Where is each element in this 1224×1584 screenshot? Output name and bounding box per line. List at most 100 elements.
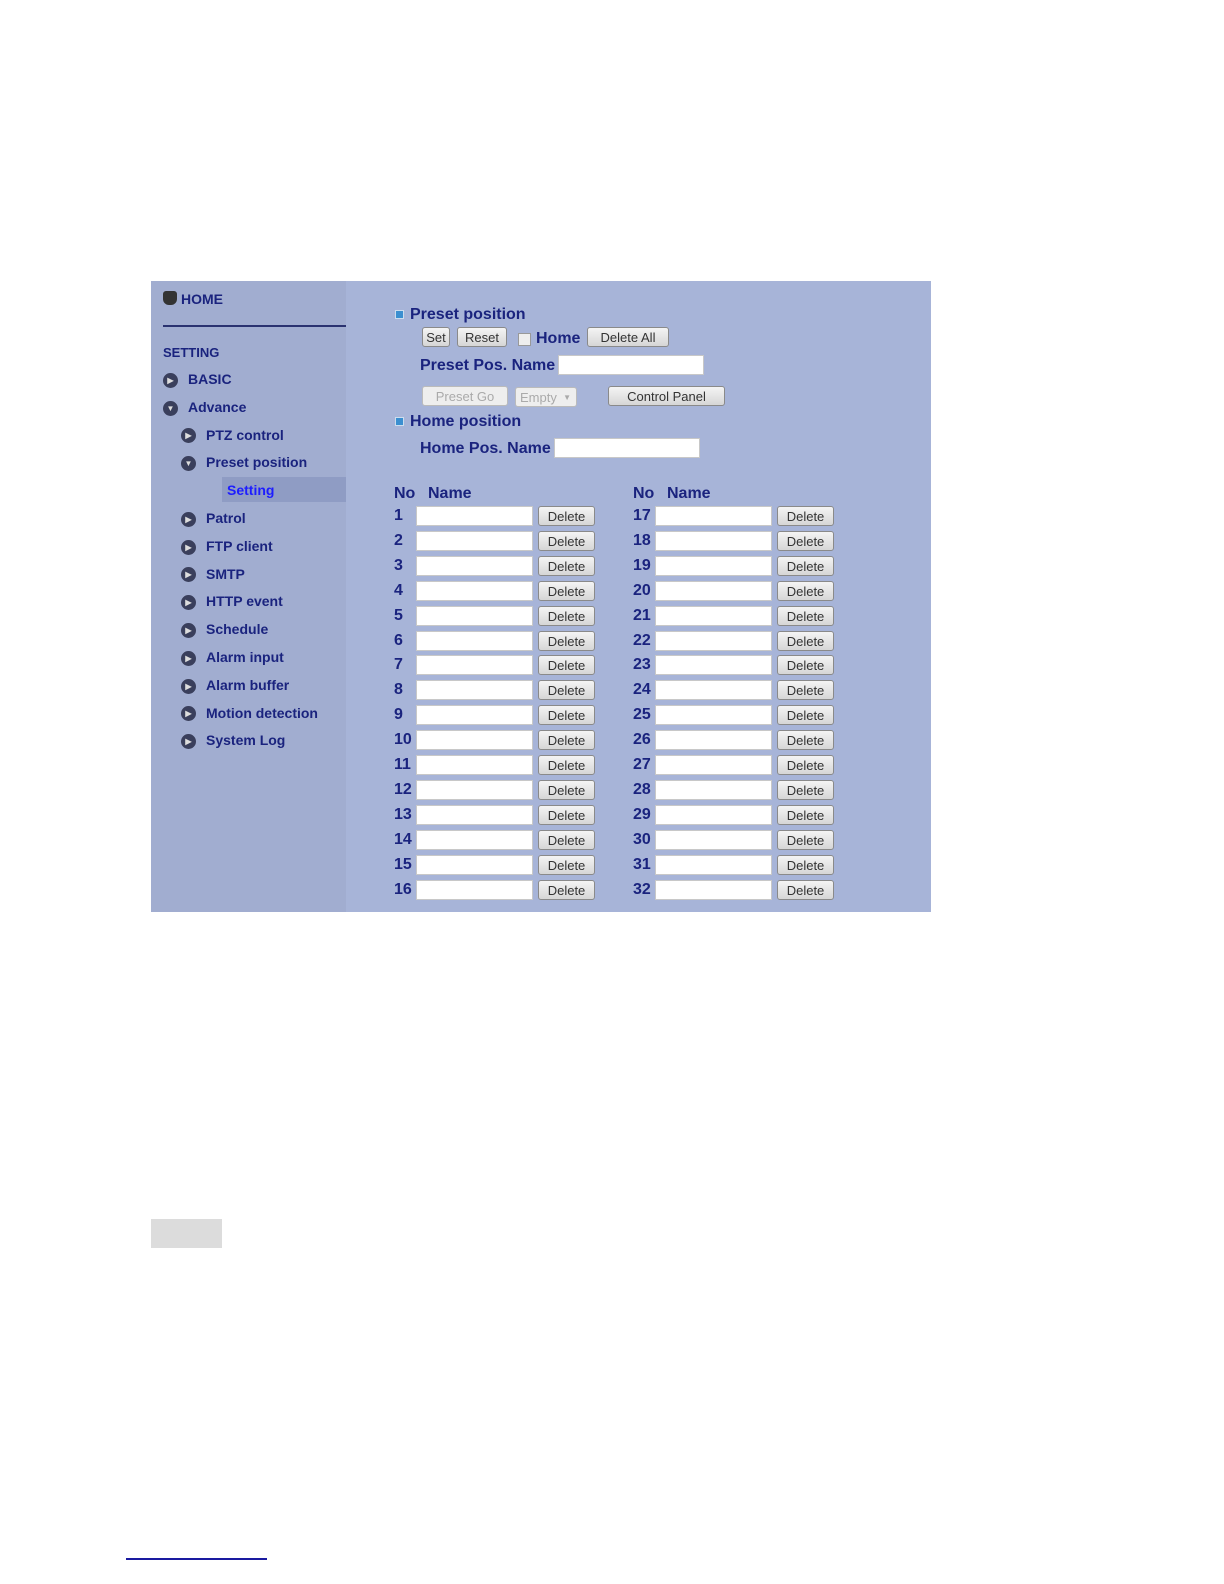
preset-name-input-32[interactable] bbox=[655, 879, 772, 900]
preset-name-input-22[interactable] bbox=[655, 630, 772, 651]
sidebar-item-motion-detection[interactable]: ▶ Motion detection bbox=[181, 705, 318, 722]
delete-button-28[interactable]: Delete bbox=[777, 779, 834, 800]
delete-button-11[interactable]: Delete bbox=[538, 755, 595, 775]
preset-name-input-16[interactable] bbox=[416, 879, 533, 900]
sidebar-item-basic[interactable]: ▶ BASIC bbox=[163, 371, 232, 388]
preset-name-input-3[interactable] bbox=[416, 555, 533, 576]
sidebar-item-ftp-client[interactable]: ▶ FTP client bbox=[181, 538, 273, 555]
preset-name-input-13[interactable] bbox=[416, 804, 533, 825]
sidebar-item-patrol[interactable]: ▶ Patrol bbox=[181, 510, 246, 527]
sidebar-item-alarm-buffer[interactable]: ▶ Alarm buffer bbox=[181, 677, 289, 694]
preset-name-input-17[interactable] bbox=[655, 506, 772, 526]
preset-position-heading: Preset position bbox=[395, 306, 526, 324]
sidebar-item-alarm-input[interactable]: ▶ Alarm input bbox=[181, 649, 284, 666]
reset-button[interactable]: Reset bbox=[457, 327, 507, 347]
sidebar-item-advance[interactable]: ▼ Advance bbox=[163, 399, 246, 416]
sidebar-item-schedule[interactable]: ▶ Schedule bbox=[181, 621, 268, 638]
preset-name-input-28[interactable] bbox=[655, 779, 772, 800]
preset-name-input-1[interactable] bbox=[416, 506, 533, 526]
delete-button-13[interactable]: Delete bbox=[538, 804, 595, 825]
delete-button-26[interactable]: Delete bbox=[777, 730, 834, 751]
delete-button-18[interactable]: Delete bbox=[777, 530, 834, 551]
delete-button-31[interactable]: Delete bbox=[777, 854, 834, 875]
delete-button-16[interactable]: Delete bbox=[538, 879, 595, 900]
preset-name-input-5[interactable] bbox=[416, 605, 533, 626]
sidebar-item-preset-position[interactable]: ▼ Preset position bbox=[181, 454, 307, 472]
sidebar-item-smtp[interactable]: ▶ SMTP bbox=[181, 566, 245, 583]
delete-button-19[interactable]: Delete bbox=[777, 555, 834, 576]
delete-button-10[interactable]: Delete bbox=[538, 730, 595, 751]
expand-down-icon: ▼ bbox=[181, 456, 196, 472]
delete-button-3[interactable]: Delete bbox=[538, 555, 595, 576]
sidebar-item-setting[interactable]: Setting bbox=[227, 482, 275, 499]
preset-name-input-12[interactable] bbox=[416, 779, 533, 800]
delete-button-30[interactable]: Delete bbox=[777, 829, 834, 850]
preset-name-input-9[interactable] bbox=[416, 705, 533, 726]
home-link[interactable]: HOME bbox=[163, 291, 223, 307]
preset-name-input[interactable] bbox=[558, 355, 704, 375]
preset-name-input-29[interactable] bbox=[655, 804, 772, 825]
delete-button-4[interactable]: Delete bbox=[538, 580, 595, 601]
delete-button-20[interactable]: Delete bbox=[777, 580, 834, 601]
delete-button-1[interactable]: Delete bbox=[538, 506, 595, 526]
preset-name-input-4[interactable] bbox=[416, 580, 533, 601]
delete-button-17[interactable]: Delete bbox=[777, 506, 834, 526]
delete-button-8[interactable]: Delete bbox=[538, 680, 595, 701]
preset-name-input-2[interactable] bbox=[416, 530, 533, 551]
preset-name-input-31[interactable] bbox=[655, 854, 772, 875]
preset-name-input-11[interactable] bbox=[416, 755, 533, 775]
row-number: 2 bbox=[394, 531, 403, 549]
preset-name-input-8[interactable] bbox=[416, 680, 533, 701]
preset-name-input-10[interactable] bbox=[416, 730, 533, 751]
delete-button-14[interactable]: Delete bbox=[538, 829, 595, 850]
home-name-input[interactable] bbox=[554, 438, 700, 458]
sidebar-item-http-event[interactable]: ▶ HTTP event bbox=[181, 593, 283, 611]
home-checkbox-label: Home bbox=[536, 330, 581, 347]
expand-right-icon: ▶ bbox=[163, 372, 178, 388]
sidebar-item-ptz-control[interactable]: ▶ PTZ control bbox=[181, 427, 284, 444]
row-number: 20 bbox=[633, 581, 651, 599]
setting-heading: SETTING bbox=[163, 345, 220, 360]
row-number: 31 bbox=[633, 855, 651, 873]
delete-button-25[interactable]: Delete bbox=[777, 705, 834, 726]
preset-name-input-19[interactable] bbox=[655, 555, 772, 576]
expand-right-icon: ▶ bbox=[181, 622, 196, 638]
preset-name-input-26[interactable] bbox=[655, 730, 772, 751]
control-panel-button[interactable]: Control Panel bbox=[608, 386, 725, 406]
delete-button-27[interactable]: Delete bbox=[777, 755, 834, 775]
home-checkbox[interactable] bbox=[518, 333, 531, 346]
preset-go-button[interactable]: Preset Go bbox=[422, 386, 508, 406]
delete-all-button[interactable]: Delete All bbox=[587, 327, 669, 347]
preset-name-input-7[interactable] bbox=[416, 655, 533, 676]
delete-button-7[interactable]: Delete bbox=[538, 655, 595, 676]
row-number: 26 bbox=[633, 731, 651, 749]
delete-button-2[interactable]: Delete bbox=[538, 530, 595, 551]
preset-name-input-20[interactable] bbox=[655, 580, 772, 601]
delete-button-21[interactable]: Delete bbox=[777, 605, 834, 626]
delete-button-15[interactable]: Delete bbox=[538, 854, 595, 875]
preset-name-input-21[interactable] bbox=[655, 605, 772, 626]
preset-name-input-23[interactable] bbox=[655, 655, 772, 676]
delete-button-6[interactable]: Delete bbox=[538, 630, 595, 651]
sidebar-item-system-log[interactable]: ▶ System Log bbox=[181, 732, 285, 750]
preset-name-input-27[interactable] bbox=[655, 755, 772, 775]
delete-button-5[interactable]: Delete bbox=[538, 605, 595, 626]
row-number: 14 bbox=[394, 830, 412, 848]
preset-name-input-24[interactable] bbox=[655, 680, 772, 701]
delete-button-22[interactable]: Delete bbox=[777, 630, 834, 651]
preset-name-input-6[interactable] bbox=[416, 630, 533, 651]
delete-button-32[interactable]: Delete bbox=[777, 879, 834, 900]
delete-button-24[interactable]: Delete bbox=[777, 680, 834, 701]
delete-button-29[interactable]: Delete bbox=[777, 804, 834, 825]
preset-name-input-14[interactable] bbox=[416, 829, 533, 850]
delete-button-9[interactable]: Delete bbox=[538, 705, 595, 726]
set-button[interactable]: Set bbox=[422, 327, 450, 347]
home-icon bbox=[163, 291, 177, 305]
preset-name-input-18[interactable] bbox=[655, 530, 772, 551]
delete-button-23[interactable]: Delete bbox=[777, 655, 834, 676]
preset-name-input-30[interactable] bbox=[655, 829, 772, 850]
delete-button-12[interactable]: Delete bbox=[538, 779, 595, 800]
preset-select[interactable]: Empty ▼ bbox=[515, 387, 577, 407]
preset-name-input-15[interactable] bbox=[416, 854, 533, 875]
preset-name-input-25[interactable] bbox=[655, 705, 772, 726]
